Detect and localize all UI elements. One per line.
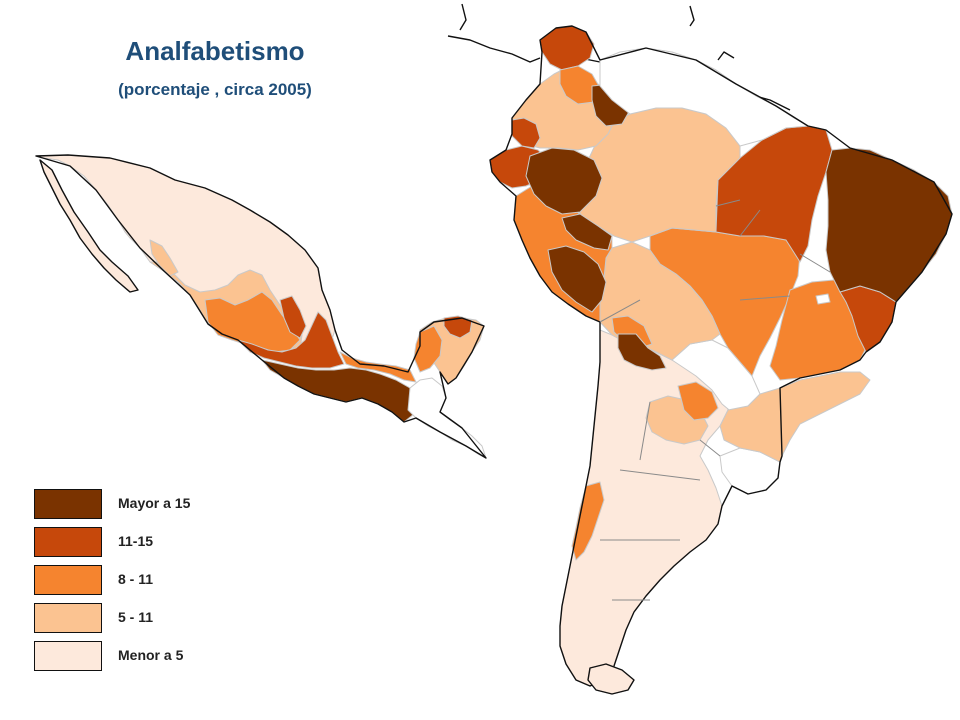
legend-swatch (34, 527, 102, 557)
legend-item-mayor-15: Mayor a 15 (34, 489, 254, 521)
admin-borders (599, 199, 831, 601)
legend-item-8-11: 8 - 11 (34, 565, 254, 597)
central-america-region (407, 377, 487, 459)
tierra-del-fuego-outline (587, 663, 635, 695)
legend-label: Mayor a 15 (118, 495, 191, 511)
legend-label: Menor a 5 (118, 647, 184, 663)
mexico-south-mid-region (237, 311, 345, 369)
legend-item-5-11: 5 - 11 (34, 603, 254, 635)
mexico-outline (35, 154, 487, 459)
venezuela-region (599, 47, 809, 147)
legend-label: 11-15 (118, 533, 154, 549)
baja-outline (39, 159, 139, 293)
peru-north-high-region (561, 213, 613, 251)
bolivia-potosi-region (617, 333, 667, 371)
chile-central-region (571, 481, 605, 561)
mexico-hidalgo-region (279, 295, 307, 339)
legend-label: 5 - 11 (118, 609, 154, 625)
legend-item-menor-5: Menor a 5 (34, 641, 254, 673)
brazil-northeast-region (825, 147, 953, 303)
legend-item-11-15: 11-15 (34, 527, 254, 559)
legend-label: 8 - 11 (118, 571, 154, 587)
legend-swatch (34, 603, 102, 633)
south-america-outline (489, 25, 953, 687)
legend-swatch (34, 641, 102, 671)
mexico-sinaloa-region (149, 239, 179, 277)
campeche-region (413, 325, 443, 373)
argentina-northeast-region (677, 381, 719, 421)
map-title: Analfabetismo (125, 36, 305, 66)
mexico-gulf-region (339, 351, 417, 383)
map-subtitle: (porcentaje , circa 2005) (118, 80, 312, 99)
yucatan-north-region (443, 315, 473, 339)
colombia-pacific-region (511, 117, 541, 149)
legend-swatch (34, 489, 102, 519)
mexico-map (35, 154, 487, 459)
legend-swatch (34, 565, 102, 595)
peru-andes-high-region (547, 245, 607, 313)
brasilia-region (815, 293, 831, 305)
south-america-map (489, 25, 953, 695)
